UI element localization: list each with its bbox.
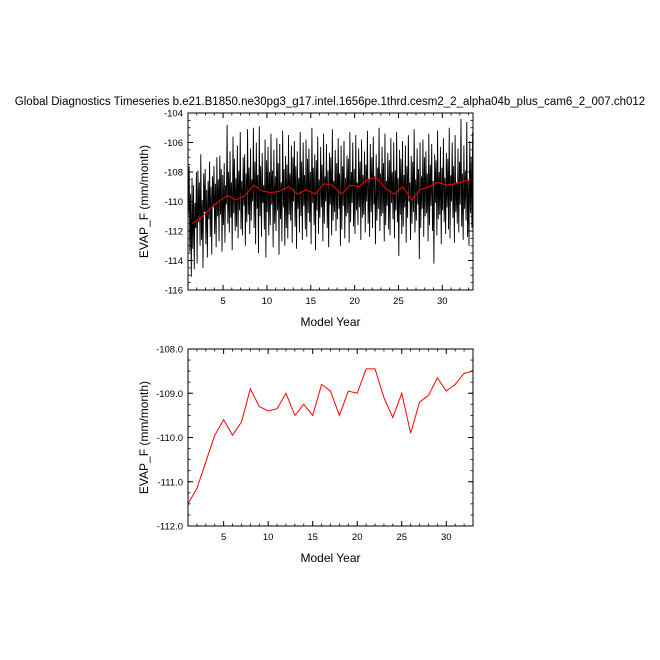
series-line-red bbox=[187, 368, 474, 505]
y-tick-label: -111.0 bbox=[157, 477, 183, 488]
x-tick-label: 5 bbox=[221, 532, 226, 543]
x-axis-label: Model Year bbox=[300, 315, 360, 329]
y-tick-label: -110 bbox=[165, 197, 183, 208]
x-tick-label: 15 bbox=[307, 532, 318, 543]
series-line-red bbox=[192, 177, 474, 225]
y-tick-label: -116 bbox=[165, 286, 183, 297]
figure-title: Global Diagnostics Timeseries b.e21.B185… bbox=[14, 96, 646, 108]
y-tick-label: -106 bbox=[164, 138, 183, 149]
y-tick-label: -110.0 bbox=[157, 433, 183, 444]
x-tick-label: 10 bbox=[263, 532, 274, 543]
y-tick-label: -108 bbox=[164, 168, 183, 179]
series-line-black bbox=[187, 118, 474, 277]
y-axis-label: EVAP_F (mm/month) bbox=[137, 381, 151, 494]
x-tick-label: 30 bbox=[437, 296, 448, 307]
x-tick-label: 20 bbox=[352, 532, 363, 543]
y-tick-label: -108.0 bbox=[156, 345, 183, 356]
x-axis-label: Model Year bbox=[300, 551, 360, 565]
y-tick-label: -104 bbox=[164, 109, 183, 120]
x-tick-label: 15 bbox=[305, 296, 316, 307]
y-tick-label: -112 bbox=[165, 227, 183, 238]
x-tick-label: 30 bbox=[441, 532, 452, 543]
y-tick-label: -112.0 bbox=[157, 522, 183, 533]
x-tick-label: 5 bbox=[220, 296, 225, 307]
panel-bottom: -108.0 -109.0 -110.0 -111.0 -112.0 5 10 15 20 25 3… bbox=[137, 345, 474, 565]
panel-top: -104 -106 -108 -110 -112 -114 -116 5 10 15 20 25 30 M… bbox=[137, 109, 474, 329]
y-tick-label: -109.0 bbox=[156, 389, 183, 400]
x-tick-label: 20 bbox=[349, 296, 360, 307]
y-axis-label: EVAP_F (mm/month) bbox=[137, 145, 151, 258]
x-tick-label: 10 bbox=[262, 296, 273, 307]
plot-frame bbox=[187, 348, 474, 527]
y-tick-label: -114 bbox=[165, 256, 183, 267]
x-tick-label: 25 bbox=[393, 296, 404, 307]
x-tick-label: 25 bbox=[396, 532, 407, 543]
